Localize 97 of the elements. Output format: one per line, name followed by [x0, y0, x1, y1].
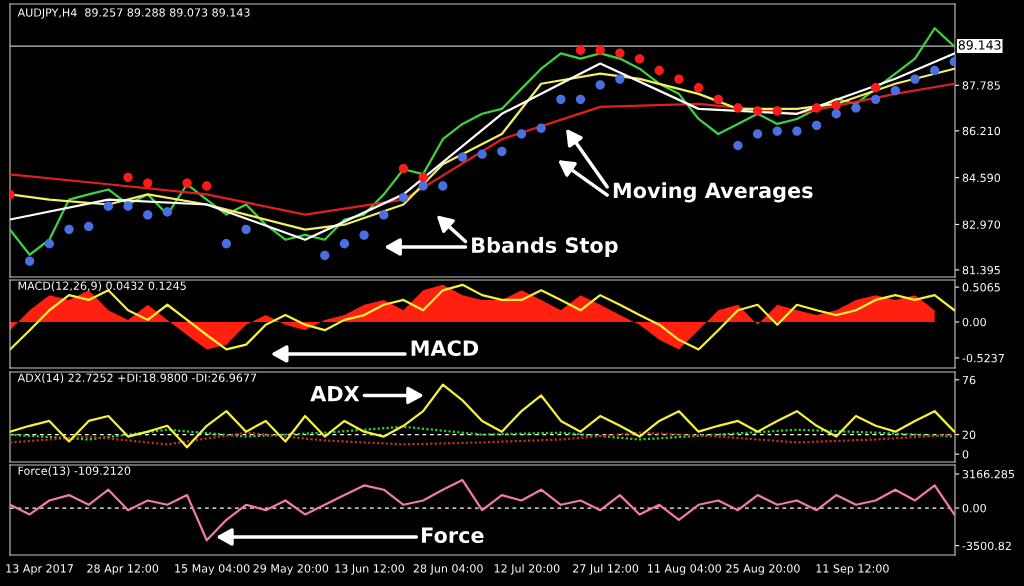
- point: [477, 149, 487, 159]
- annotation: Force: [422, 527, 484, 544]
- x-tick-label: 13 Apr 2017: [6, 564, 73, 575]
- x-tick-label: 12 Jul 20:00: [494, 564, 560, 575]
- x-tick-label: 28 Jun 04:00: [413, 564, 483, 575]
- point: [752, 129, 763, 139]
- point: [143, 210, 153, 220]
- point: [870, 94, 881, 104]
- y-tick-label: -3500.82: [962, 541, 1011, 551]
- annotation: ADX: [310, 385, 360, 402]
- point: [398, 192, 409, 203]
- annotation: Bbands Stop: [472, 236, 618, 258]
- point: [930, 65, 940, 76]
- point: [752, 106, 763, 116]
- point: [811, 103, 822, 113]
- y-tick-label: 82.970: [962, 220, 1001, 229]
- point: [162, 207, 173, 217]
- line-series: [10, 431, 955, 446]
- point: [792, 126, 802, 136]
- y-tick-label: 84.590: [962, 173, 1001, 182]
- chart-title: ADX(14) 22.7252 +DI:18.9800 -DI:26.9677: [17, 373, 257, 384]
- point: [398, 164, 409, 174]
- point: [320, 250, 330, 260]
- x-tick-label: 27 Jul 12:00: [573, 564, 639, 575]
- x-tick-label: 13 Jun 12:00: [335, 564, 405, 575]
- point: [556, 94, 566, 104]
- point: [772, 126, 782, 136]
- x-tick-label: 28 Apr 12:00: [87, 564, 159, 575]
- chart-title: MACD(12,26,9) 0.0432 0.1245: [18, 281, 186, 292]
- point: [890, 86, 900, 96]
- point: [693, 83, 704, 93]
- y-tick-label: 20: [962, 430, 976, 439]
- ref-line-label: 89.143: [958, 40, 1001, 50]
- point: [457, 152, 468, 162]
- y-tick-label: 76: [962, 375, 976, 385]
- y-tick-label: 0.00: [962, 503, 986, 513]
- x-tick-label: 11 Sep 12:00: [816, 564, 889, 575]
- x-tick-label: 15 May 04:00: [175, 564, 250, 575]
- point: [418, 172, 428, 182]
- point: [713, 94, 723, 104]
- point: [182, 178, 192, 188]
- point: [241, 224, 251, 234]
- point: [733, 103, 743, 113]
- point: [654, 65, 664, 76]
- point: [575, 94, 586, 104]
- point: [123, 172, 133, 182]
- point: [103, 201, 114, 211]
- point: [615, 74, 625, 84]
- point: [870, 83, 881, 93]
- y-tick-label: -0.5237: [962, 353, 1004, 363]
- point: [44, 239, 55, 249]
- point: [84, 221, 94, 232]
- x-tick-label: 11 Aug 04:00: [648, 564, 721, 575]
- y-tick-label: 0: [962, 450, 969, 459]
- y-tick-label: 3166.285: [962, 469, 1014, 479]
- point: [674, 74, 684, 84]
- point: [634, 54, 645, 64]
- point: [831, 109, 841, 119]
- point: [418, 181, 428, 191]
- y-tick-label: 0.5065: [962, 283, 1000, 292]
- point: [516, 129, 527, 139]
- point: [910, 74, 920, 84]
- y-tick-label: 87.785: [962, 81, 1000, 90]
- x-tick-label: 29 May 20:00: [253, 564, 329, 575]
- point: [772, 106, 782, 116]
- chart-title: AUDJPY,H4 89.257 89.288 89.073 89.143: [17, 8, 250, 19]
- annotation: MACD: [411, 340, 479, 356]
- point: [143, 178, 153, 188]
- point: [25, 256, 35, 266]
- y-tick-label: 86.210: [962, 126, 1001, 136]
- point: [595, 45, 605, 55]
- point: [811, 120, 822, 130]
- y-tick-label: 81.395: [962, 265, 1000, 275]
- point: [575, 45, 586, 55]
- point: [536, 123, 546, 133]
- annotation: Moving Averages: [613, 182, 813, 203]
- point: [123, 201, 133, 211]
- y-tick-label: 0.00: [962, 317, 986, 327]
- point: [615, 48, 625, 58]
- line-series: [10, 82, 955, 216]
- point: [221, 239, 232, 249]
- point: [64, 224, 74, 234]
- line-series: [10, 383, 955, 449]
- point: [202, 181, 212, 191]
- point: [851, 103, 861, 113]
- point: [733, 140, 743, 151]
- point: [831, 100, 841, 110]
- point: [359, 230, 369, 240]
- point: [497, 146, 507, 156]
- chart-title: Force(13) -109.2120: [18, 466, 131, 477]
- x-tick-label: 25 Aug 20:00: [726, 564, 800, 575]
- line-series: [10, 478, 955, 542]
- point: [438, 181, 448, 191]
- point: [339, 239, 350, 249]
- point: [379, 210, 389, 220]
- point: [595, 80, 605, 90]
- line-series: [10, 425, 955, 441]
